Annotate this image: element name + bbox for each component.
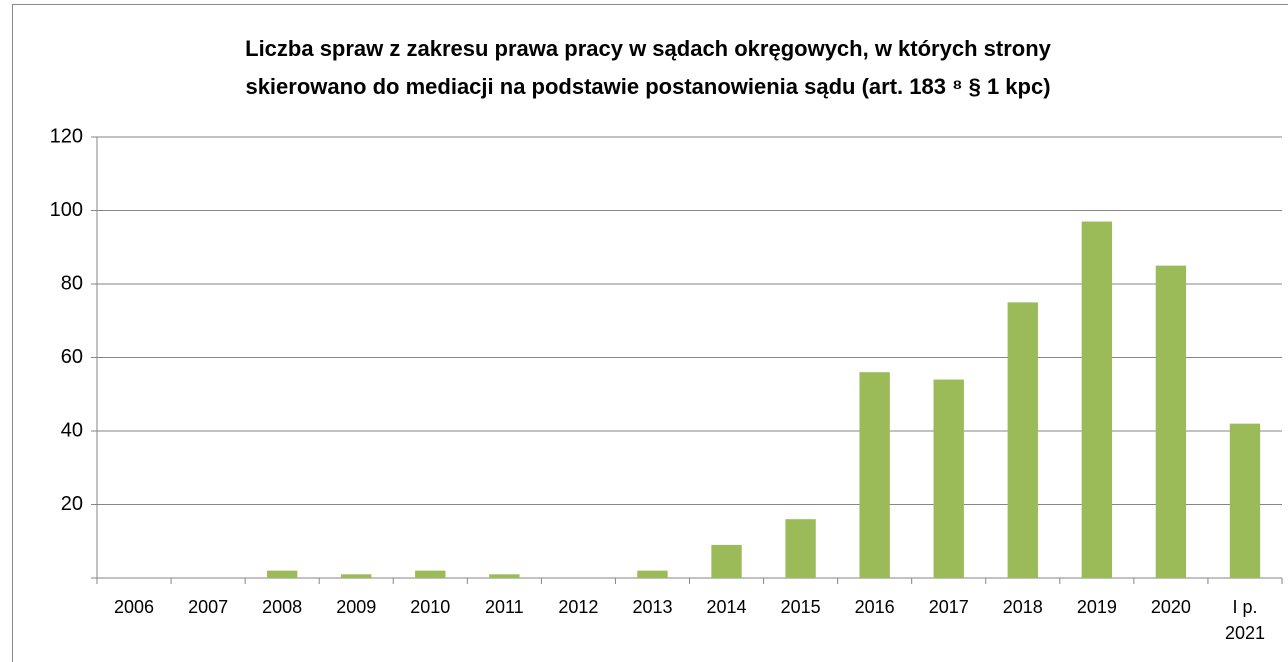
x-tick-label: 2016: [854, 597, 895, 617]
chart-frame: [12, 4, 1288, 662]
x-tick-label: 2015: [780, 597, 821, 617]
x-tick-label: 2008: [262, 597, 303, 617]
bar: [1007, 302, 1038, 578]
bar: [859, 372, 890, 578]
bar: [415, 570, 446, 578]
chart-title: skierowano do mediacji na podstawie post…: [245, 74, 1050, 99]
y-tick-label: 100: [50, 199, 83, 221]
bar: [341, 574, 372, 578]
x-tick-label: 2012: [558, 597, 599, 617]
y-tick-label: 80: [61, 272, 83, 294]
y-tick-label: 120: [50, 125, 83, 147]
x-tick-label: 2007: [188, 597, 229, 617]
bar: [785, 519, 816, 578]
x-tick-label: 2010: [410, 597, 451, 617]
x-tick-label: 2019: [1076, 597, 1117, 617]
bar: [489, 574, 520, 578]
x-tick-label: 2020: [1150, 597, 1191, 617]
x-tick-label: 2013: [632, 597, 673, 617]
bar: [933, 379, 964, 578]
bar: [711, 544, 742, 578]
bar: [1229, 423, 1261, 578]
x-tick-label: 2011: [484, 597, 524, 617]
y-tick-label: 20: [61, 493, 83, 515]
x-tick-label: I p. 2021: [1224, 597, 1265, 643]
y-tick-label: 40: [61, 419, 83, 441]
bar: [1155, 265, 1187, 578]
bar: [637, 570, 668, 578]
x-tick-label: 2018: [1002, 597, 1043, 617]
x-tick-label: 2014: [706, 597, 747, 617]
y-tick-label: 60: [61, 346, 83, 368]
bar: [1081, 221, 1113, 578]
bar: [266, 570, 298, 578]
x-tick-label: 2017: [928, 597, 969, 617]
chart-title: Liczba spraw z zakresu prawa pracy w sąd…: [245, 36, 1052, 61]
x-tick-label: 2009: [336, 597, 377, 617]
x-tick-label: 2006: [114, 597, 155, 617]
